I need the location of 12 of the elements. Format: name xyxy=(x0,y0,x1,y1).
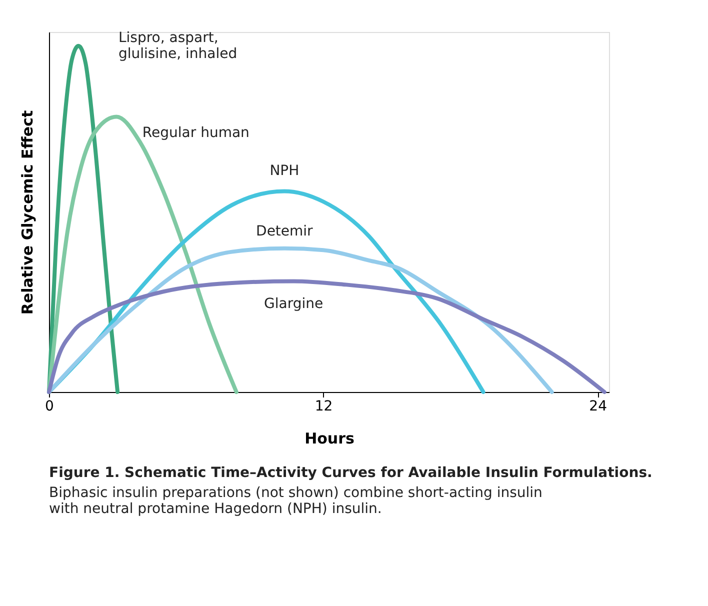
series-label: NPH xyxy=(270,163,300,180)
x-tick-label: 24 xyxy=(589,398,608,414)
x-axis-title: Hours xyxy=(304,430,354,448)
text: Lispro, aspart, glulisine, inhaled xyxy=(118,30,238,62)
series-label: Regular human xyxy=(142,124,250,141)
text: Figure 1. Schematic Time–Activity Curves for Available Insulin Formulations. xyxy=(49,465,652,481)
series-label: Detemir xyxy=(256,223,314,240)
x-tick-label: 0 xyxy=(45,398,54,414)
text: Biphasic insulin preparations (not shown) combine short-acting insulin with neutral protamine Hagedorn (NPH) insulin. xyxy=(49,485,542,517)
series-label: Glargine xyxy=(264,296,324,312)
y-axis-title: Relative Glycemic Effect xyxy=(18,110,36,315)
x-tick-label: 12 xyxy=(314,398,333,414)
